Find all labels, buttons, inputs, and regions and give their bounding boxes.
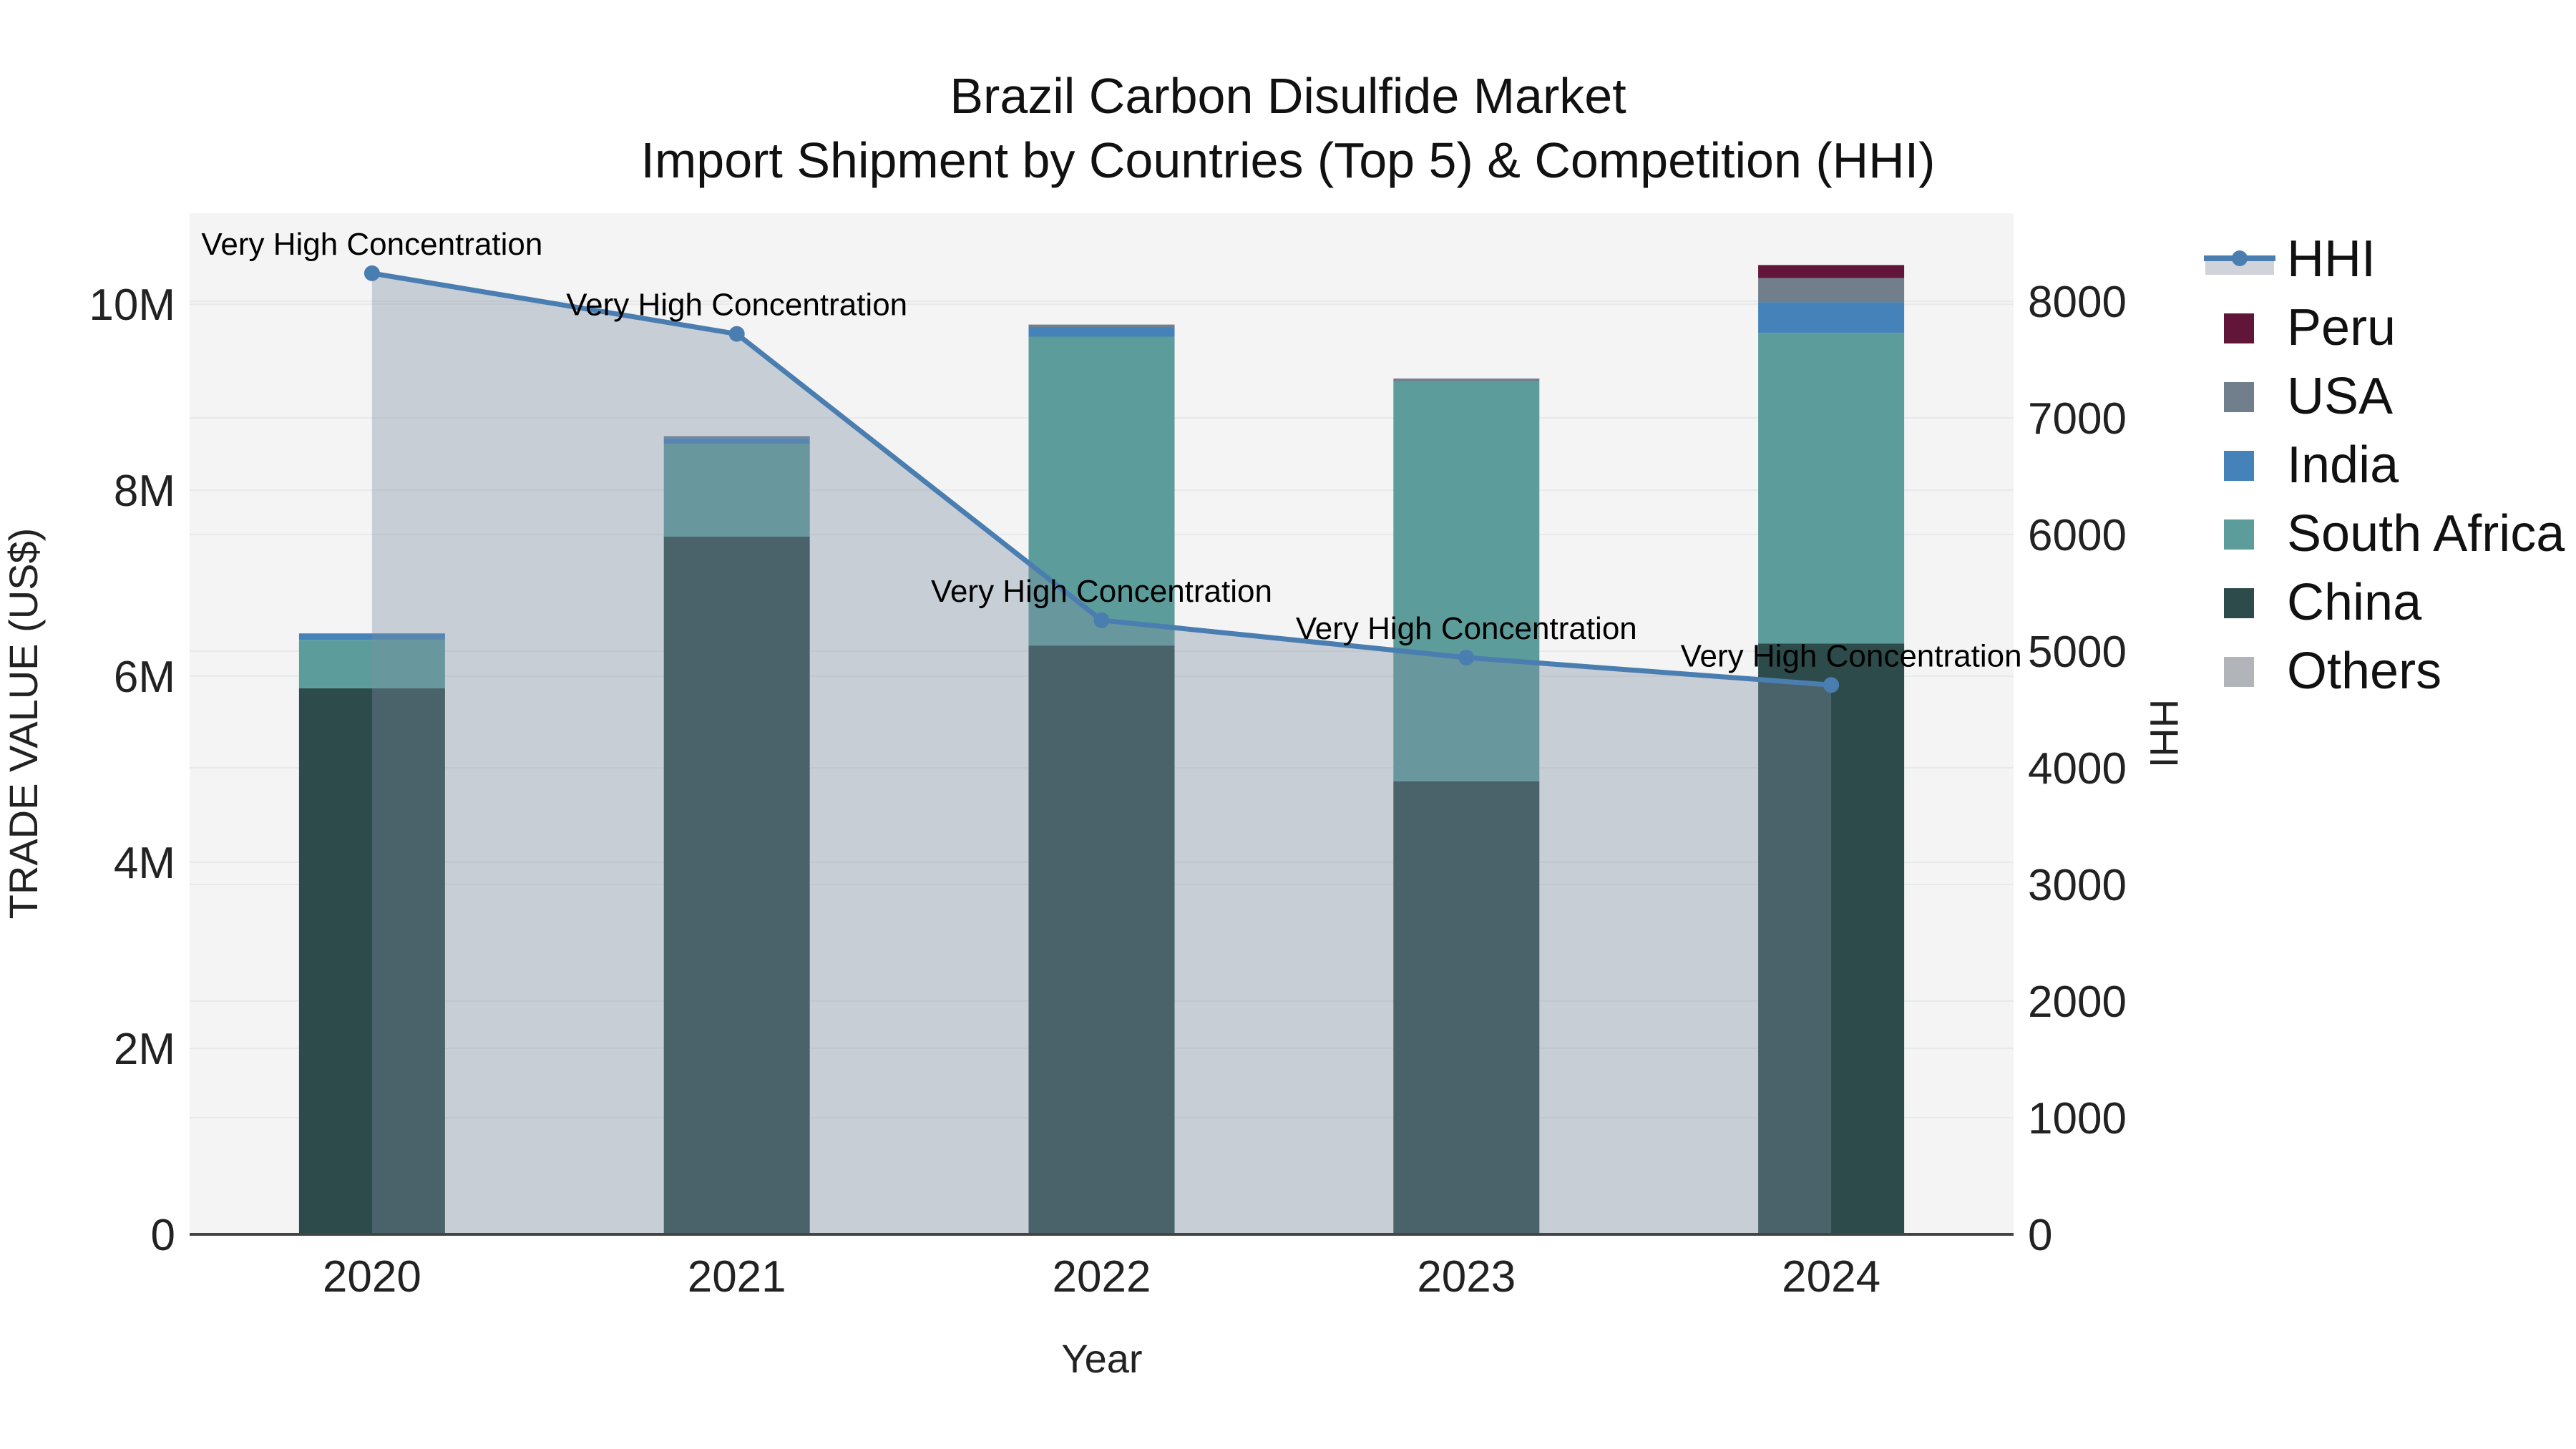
y-right-tick-7000: 7000 [2028,394,2127,444]
y-left-tick-10M: 10M [89,280,175,330]
hhi-area[interactable] [371,273,1832,1234]
legend-swatch-others [2224,657,2254,687]
x-axis-title: Year [1061,1336,1142,1381]
y-left-axis-title: TRADE VALUE (US$) [1,528,46,919]
legend-label-usa: USA [2287,368,2393,425]
hhi-marker-2021[interactable] [728,326,745,342]
x-tick-2024: 2024 [1782,1252,1880,1302]
bar-2021-south-africa[interactable] [663,444,810,537]
bar-2023-usa[interactable] [1393,379,1540,381]
y-right-tick-labels: 0 1000 2000 3000 4000 5000 6000 7000 8000 [2028,278,2127,1260]
hhi-line-layer [364,265,1840,693]
bar-2024-peru[interactable] [1758,265,1905,278]
bar-2024-usa[interactable] [1758,278,1905,303]
y-right-tick-5000: 5000 [2028,628,2127,677]
y-right-tick-4000: 4000 [2028,744,2127,794]
legend-item-others[interactable]: Others [2224,643,2441,700]
hhi-marker-2023[interactable] [1458,649,1475,665]
x-tick-2023: 2023 [1417,1252,1516,1302]
y-left-tick-0: 0 [151,1211,175,1260]
y-left-tick-8M: 8M [114,467,175,516]
x-tick-2022: 2022 [1053,1252,1151,1302]
bar-2022-south-africa[interactable] [1028,336,1175,646]
y-left-tick-2M: 2M [114,1025,175,1074]
legend-item-china[interactable]: China [2224,574,2422,631]
y-right-tick-2000: 2000 [2028,977,2127,1027]
bar-2022-india[interactable] [1028,327,1175,337]
bar-2021-china[interactable] [663,537,810,1234]
legend-item-hhi[interactable]: HHI [2204,230,2376,288]
hhi-marker-2020[interactable] [364,265,380,281]
bar-2023-china[interactable] [1393,781,1540,1234]
legend-label-hhi: HHI [2287,230,2376,288]
bar-2024-china[interactable] [1758,643,1905,1235]
bar-2024-south-africa[interactable] [1758,333,1905,644]
legend-item-india[interactable]: India [2224,436,2399,494]
bar-2020-china[interactable] [298,688,445,1234]
legend-label-india: India [2287,436,2399,494]
legend-hhi-band-swatch [2205,259,2274,275]
annotation-2024: Very High Concentration [1681,638,2022,673]
bar-2020-india[interactable] [298,633,445,640]
y-left-tick-4M: 4M [114,839,175,888]
hhi-marker-2022[interactable] [1093,612,1110,628]
legend-swatch-south-africa [2224,519,2254,550]
legend-label-others: Others [2287,643,2441,700]
legend-label-south-africa: South Africa [2287,505,2565,562]
y-right-tick-3000: 3000 [2028,861,2127,910]
annotations-layer: Very High Concentration Very High Concent… [201,227,2021,673]
annotation-2022: Very High Concentration [931,574,1272,609]
y-right-axis-title: HHI [2142,699,2187,768]
x-tick-labels: 2020 2021 2022 2023 2024 [323,1252,1880,1302]
legend-label-peru: Peru [2287,299,2396,356]
hhi-area-layer [371,273,1832,1234]
y-left-tick-6M: 6M [114,653,175,702]
legend-item-usa[interactable]: USA [2224,368,2393,425]
legend: HHI Peru USA India South Africa China Others [2204,230,2565,700]
bar-2024-india[interactable] [1758,302,1905,333]
legend-hhi-marker-swatch [2232,250,2248,266]
x-tick-2021: 2021 [688,1252,786,1302]
y-right-tick-0: 0 [2028,1211,2052,1260]
y-left-tick-labels: 0 2M 4M 6M 8M 10M [89,280,175,1260]
x-tick-2020: 2020 [323,1252,421,1302]
hhi-marker-2024[interactable] [1823,677,1840,693]
bar-2022-usa[interactable] [1028,324,1175,328]
y-right-tick-8000: 8000 [2028,278,2127,327]
annotation-2023: Very High Concentration [1296,611,1637,646]
bar-2021-india[interactable] [663,438,810,444]
legend-swatch-peru [2224,313,2254,343]
bar-2021-usa[interactable] [663,436,810,439]
legend-item-peru[interactable]: Peru [2224,299,2396,356]
legend-swatch-india [2224,451,2254,481]
legend-label-china: China [2287,574,2422,631]
bar-2023-south-africa[interactable] [1393,381,1540,781]
chart-title-line1: Brazil Carbon Disulfide Market [950,68,1626,124]
y-right-tick-1000: 1000 [2028,1094,2127,1143]
y-right-tick-6000: 6000 [2028,511,2127,560]
annotation-2020: Very High Concentration [201,227,542,262]
bar-2022-china[interactable] [1028,645,1175,1234]
chart-title-line2: Import Shipment by Countries (Top 5) & C… [641,132,1936,188]
bar-2020-south-africa[interactable] [298,640,445,688]
stacked-bars [298,265,1905,1235]
legend-item-south-africa[interactable]: South Africa [2224,505,2565,562]
legend-swatch-usa [2224,382,2254,412]
annotation-2021: Very High Concentration [566,288,907,323]
legend-swatch-china [2224,588,2254,618]
